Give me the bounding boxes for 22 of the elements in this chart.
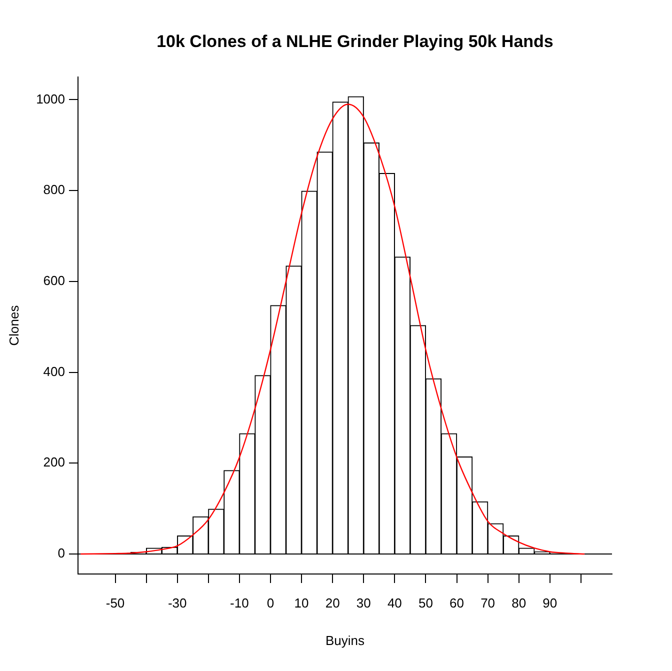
x-tick-label: 30	[356, 595, 371, 610]
x-axis-title: Buyins	[325, 632, 366, 648]
x-tick-label: 40	[387, 595, 402, 610]
x-tick-label: 10	[294, 595, 309, 610]
x-tick-label: 20	[325, 595, 340, 610]
y-axis-title: Clones	[6, 304, 22, 346]
y-tick-label: 600	[43, 273, 65, 288]
x-tick-label: -30	[168, 595, 187, 610]
y-tick-label: 1000	[36, 91, 65, 106]
x-tick-label: 50	[418, 595, 433, 610]
y-tick-label: 200	[43, 454, 65, 470]
y-tick-label: 800	[43, 182, 65, 198]
x-tick-label: 60	[450, 595, 464, 610]
x-tick-label: 70	[480, 595, 496, 610]
y-tick-label: 0	[58, 546, 65, 561]
x-tick-label: -50	[106, 595, 125, 610]
chart-title: 10k Clones of a NLHE Grinder Playing 50k Hands	[156, 32, 554, 52]
x-tick-label: 0	[266, 595, 274, 610]
x-tick-label: 80	[512, 595, 526, 610]
y-tick-label: 400	[43, 364, 65, 379]
x-tick-label: -10	[230, 595, 249, 610]
x-tick-label: 90	[542, 595, 558, 610]
